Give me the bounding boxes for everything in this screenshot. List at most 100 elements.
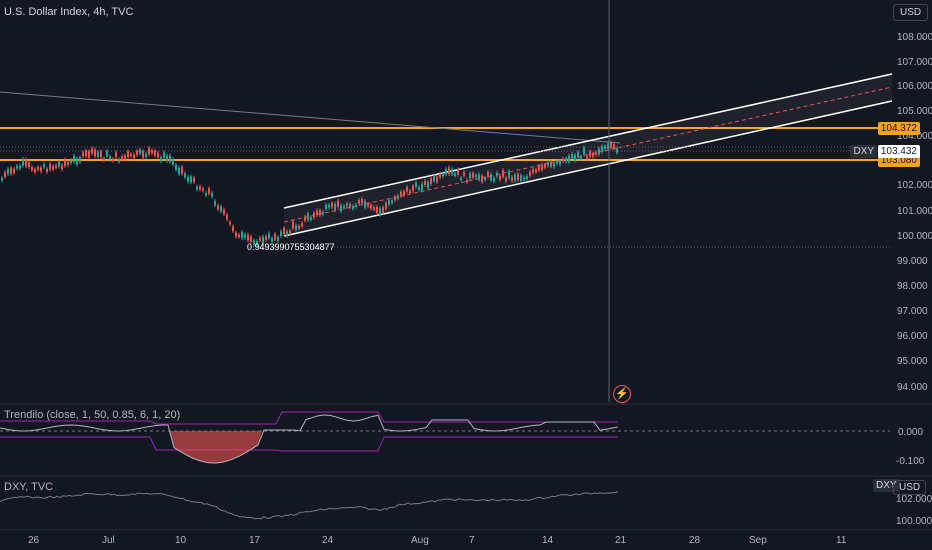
candle-body — [181, 166, 183, 174]
candle-body — [157, 152, 159, 158]
candle-body — [40, 167, 42, 172]
lower-pane-tick-0: 102.000 — [896, 494, 932, 505]
candle-body — [544, 164, 546, 168]
candle-body — [502, 170, 504, 177]
candle-body — [166, 155, 168, 161]
indicator-tick-0: 0.000 — [898, 427, 924, 438]
candle-body — [529, 171, 531, 176]
candle-body — [352, 206, 354, 209]
candle-body — [358, 200, 360, 204]
candle-body — [223, 209, 225, 214]
candle-body — [106, 150, 108, 157]
candle-body — [1, 177, 3, 181]
candle-body — [466, 180, 468, 183]
candle-body — [478, 174, 480, 180]
candle-body — [427, 181, 429, 189]
channel-upper-line[interactable] — [283, 73, 893, 209]
candle-body — [517, 174, 519, 181]
candle-body — [34, 168, 36, 173]
candle-body — [259, 237, 261, 241]
price-axis-tick: 107.000 — [897, 57, 932, 68]
candle-body — [508, 170, 510, 178]
fib-annotation[interactable]: 0.9493990755304877 — [247, 242, 335, 252]
candle-body — [283, 227, 285, 235]
current-price-tag: 103.432 — [877, 145, 920, 158]
candle-body — [244, 234, 246, 238]
candle-body — [409, 190, 411, 194]
candle-body — [187, 176, 189, 182]
price-axis-tick: 95.000 — [897, 356, 928, 367]
candle-body — [541, 164, 543, 171]
candle-body — [265, 236, 267, 240]
candle-body — [487, 172, 489, 177]
candle-body — [10, 167, 12, 174]
candle-body — [577, 152, 579, 158]
candle-body — [403, 191, 405, 196]
candle-body — [124, 155, 126, 160]
price-axis-tick: 104.000 — [897, 131, 932, 142]
channel-mid-line[interactable] — [283, 86, 893, 223]
candle-body — [109, 156, 111, 160]
candle-body — [199, 186, 201, 190]
time-axis-label: 10 — [175, 535, 187, 546]
candle-body — [148, 147, 150, 155]
candle-body — [325, 204, 327, 209]
trendilo-lower-band — [0, 436, 618, 452]
candle-body — [391, 200, 393, 203]
candle-body — [412, 185, 414, 191]
candle-body — [163, 152, 165, 158]
candle-body — [142, 150, 144, 158]
candle-body — [340, 205, 342, 212]
lower-pane-label[interactable]: DXY, TVC — [4, 481, 54, 493]
candle-body — [76, 158, 78, 165]
candle-body — [343, 205, 345, 209]
candle-body — [547, 161, 549, 166]
indicator-label[interactable]: Trendilo (close, 1, 50, 0.85, 6, 1, 20) — [4, 409, 181, 421]
candle-body — [469, 173, 471, 179]
candle-body — [331, 203, 333, 208]
candle-body — [556, 160, 558, 164]
price-axis-tick: 102.000 — [897, 180, 932, 191]
time-axis-label: 7 — [469, 535, 475, 546]
currency-button[interactable]: USD — [893, 4, 929, 21]
lightning-icon[interactable]: ⚡ — [613, 385, 631, 403]
candle-body — [154, 150, 156, 156]
candle-body — [604, 146, 606, 150]
descending-trend-line[interactable] — [0, 91, 621, 144]
time-axis-label: 17 — [249, 535, 261, 546]
candle-body — [586, 156, 588, 159]
candle-body — [175, 164, 177, 170]
candle-body — [406, 187, 408, 192]
candle-body — [598, 148, 600, 155]
time-axis-label: 14 — [542, 535, 554, 546]
candle-body — [361, 198, 363, 204]
candle-body — [241, 231, 243, 239]
candle-body — [214, 201, 216, 206]
candle-body — [565, 158, 567, 162]
candle-body — [118, 159, 120, 162]
candle-body — [421, 183, 423, 191]
lower-pane-currency-button[interactable]: USD — [893, 480, 927, 495]
channel-lower-line[interactable] — [283, 100, 893, 237]
candle-body — [304, 216, 306, 221]
candle-body — [439, 173, 441, 178]
candle-body — [97, 151, 99, 157]
candle-body — [559, 161, 561, 165]
candle-body — [49, 163, 51, 170]
candle-body — [370, 204, 372, 209]
candle-body — [136, 150, 138, 155]
candle-body — [61, 165, 63, 170]
candle-body — [550, 161, 552, 167]
candle-body — [334, 203, 336, 211]
candle-body — [448, 167, 450, 174]
candle-body — [355, 204, 357, 207]
indicator-tick-1: -0.100 — [896, 456, 925, 467]
candle-body — [595, 152, 597, 155]
candle-body — [436, 176, 438, 183]
time-axis-label: 11 — [836, 535, 847, 546]
candle-body — [250, 236, 252, 242]
candle-body — [418, 187, 420, 190]
time-axis-label: 24 — [322, 535, 334, 546]
candle-body — [388, 200, 390, 205]
